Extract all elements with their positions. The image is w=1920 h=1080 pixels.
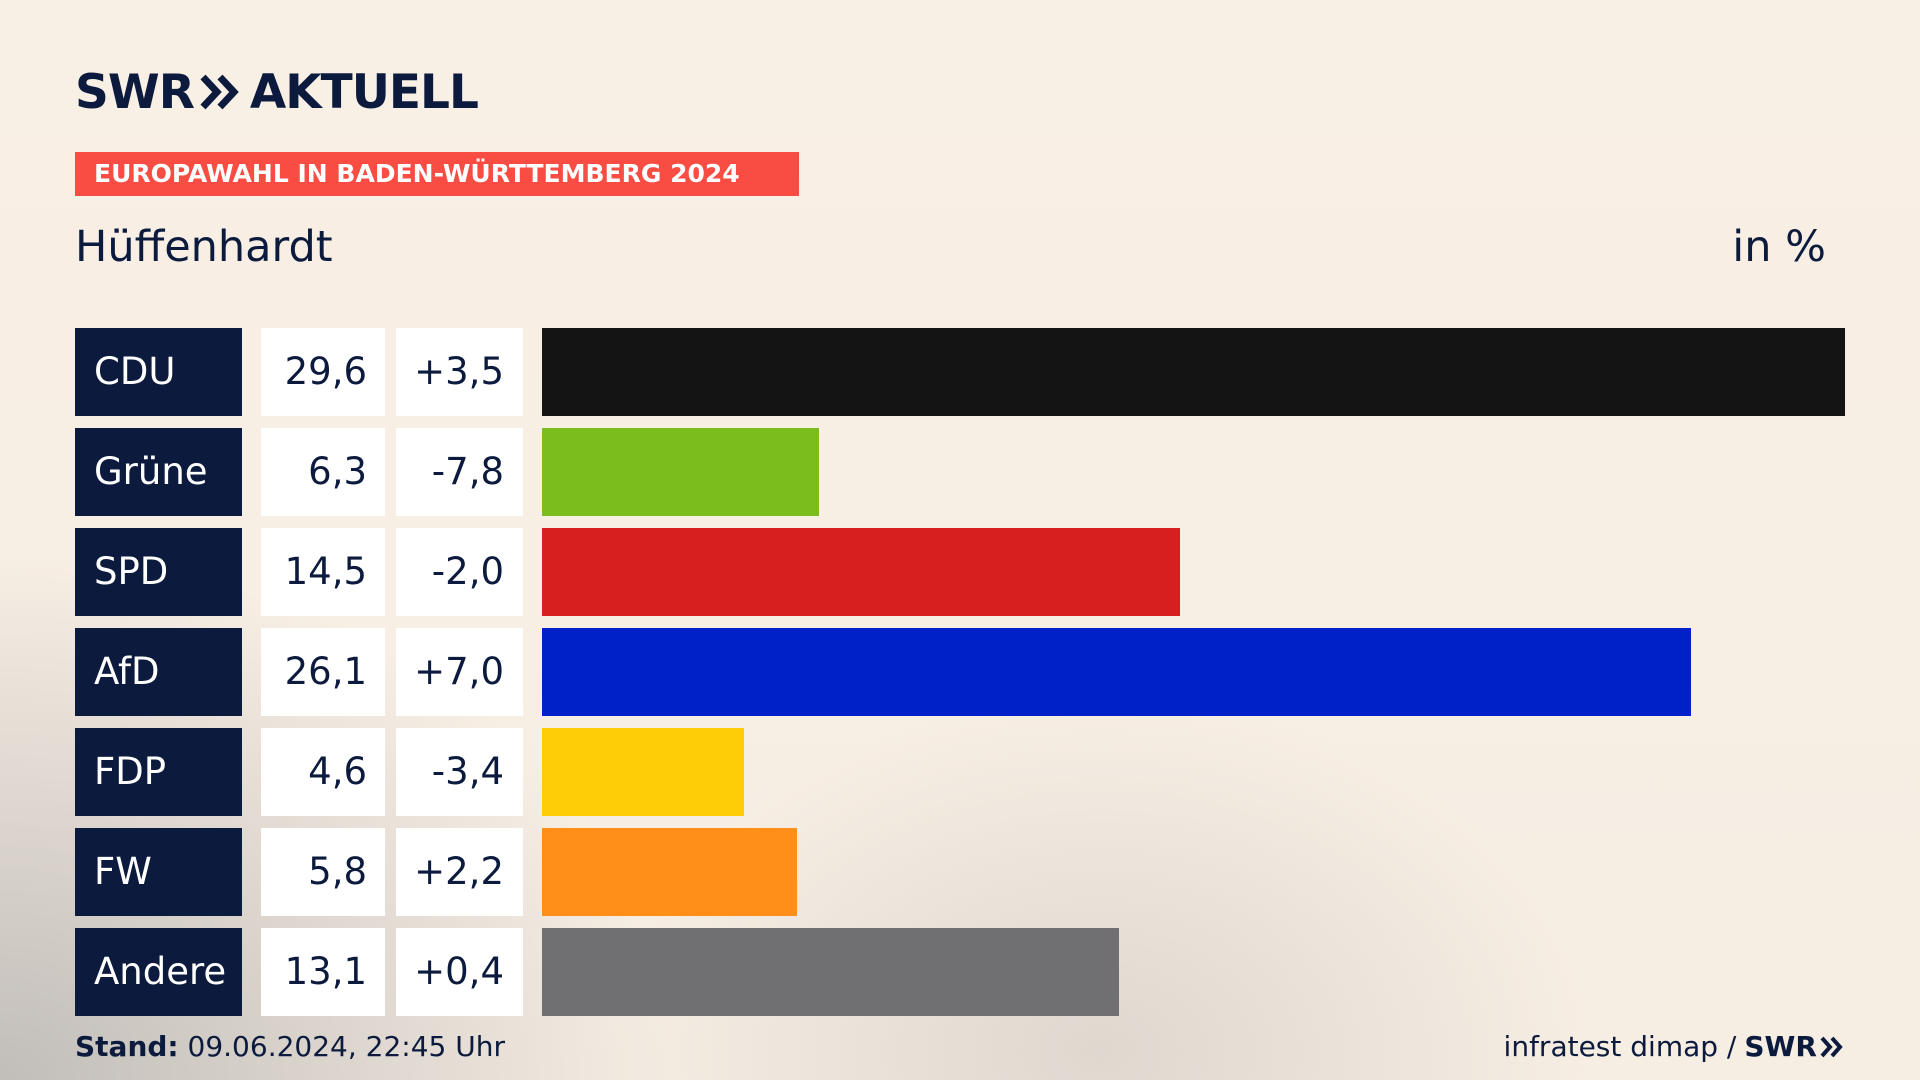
timestamp-label: Stand:	[75, 1030, 179, 1063]
vote-change: +7,0	[396, 628, 523, 716]
double-chevron-icon	[1820, 1036, 1844, 1058]
source-credit: infratest dimap / SWR	[1504, 1030, 1844, 1063]
vote-share: 4,6	[261, 728, 385, 816]
timestamp: Stand: 09.06.2024, 22:45 Uhr	[75, 1030, 505, 1063]
vote-change: -3,4	[396, 728, 523, 816]
party-label: SPD	[75, 528, 242, 616]
vote-share: 13,1	[261, 928, 385, 1016]
swr-aktuell-logo: SWR AKTUELL	[75, 64, 479, 120]
chart-row: SPD 14,5 -2,0	[75, 528, 1847, 616]
party-label: AfD	[75, 628, 242, 716]
chart-row: CDU 29,6 +3,5	[75, 328, 1847, 416]
bar	[542, 728, 744, 816]
chart-row: FDP 4,6 -3,4	[75, 728, 1847, 816]
source-brand-text: SWR	[1744, 1030, 1817, 1063]
party-label: Grüne	[75, 428, 242, 516]
bar	[542, 428, 819, 516]
party-label: FDP	[75, 728, 242, 816]
chart-row: Grüne 6,3 -7,8	[75, 428, 1847, 516]
vote-share: 29,6	[261, 328, 385, 416]
vote-change: +2,2	[396, 828, 523, 916]
vote-share: 26,1	[261, 628, 385, 716]
party-label: CDU	[75, 328, 242, 416]
double-chevron-icon	[200, 74, 240, 110]
chart-row: Andere 13,1 +0,4	[75, 928, 1847, 1016]
unit-label: in %	[1732, 222, 1826, 272]
vote-share: 14,5	[261, 528, 385, 616]
vote-share: 6,3	[261, 428, 385, 516]
timestamp-value: 09.06.2024, 22:45 Uhr	[187, 1030, 505, 1063]
election-ribbon: EUROPAWAHL IN BADEN-WÜRTTEMBERG 2024	[75, 152, 799, 196]
bar	[542, 928, 1119, 1016]
vote-change: -7,8	[396, 428, 523, 516]
logo-aktuell-text: AKTUELL	[249, 64, 479, 120]
party-label: FW	[75, 828, 242, 916]
bar	[542, 828, 797, 916]
bar	[542, 628, 1691, 716]
vote-change: -2,0	[396, 528, 523, 616]
chart-title: Hüffenhardt	[75, 222, 333, 272]
chart-row: FW 5,8 +2,2	[75, 828, 1847, 916]
vote-share: 5,8	[261, 828, 385, 916]
vote-change: +0,4	[396, 928, 523, 1016]
bar	[542, 328, 1845, 416]
bar	[542, 528, 1180, 616]
source-brand: SWR	[1744, 1030, 1844, 1063]
vote-change: +3,5	[396, 328, 523, 416]
chart-row: AfD 26,1 +7,0	[75, 628, 1847, 716]
party-label: Andere	[75, 928, 242, 1016]
logo-swr-text: SWR	[75, 64, 195, 120]
source-text: infratest dimap /	[1503, 1030, 1737, 1063]
